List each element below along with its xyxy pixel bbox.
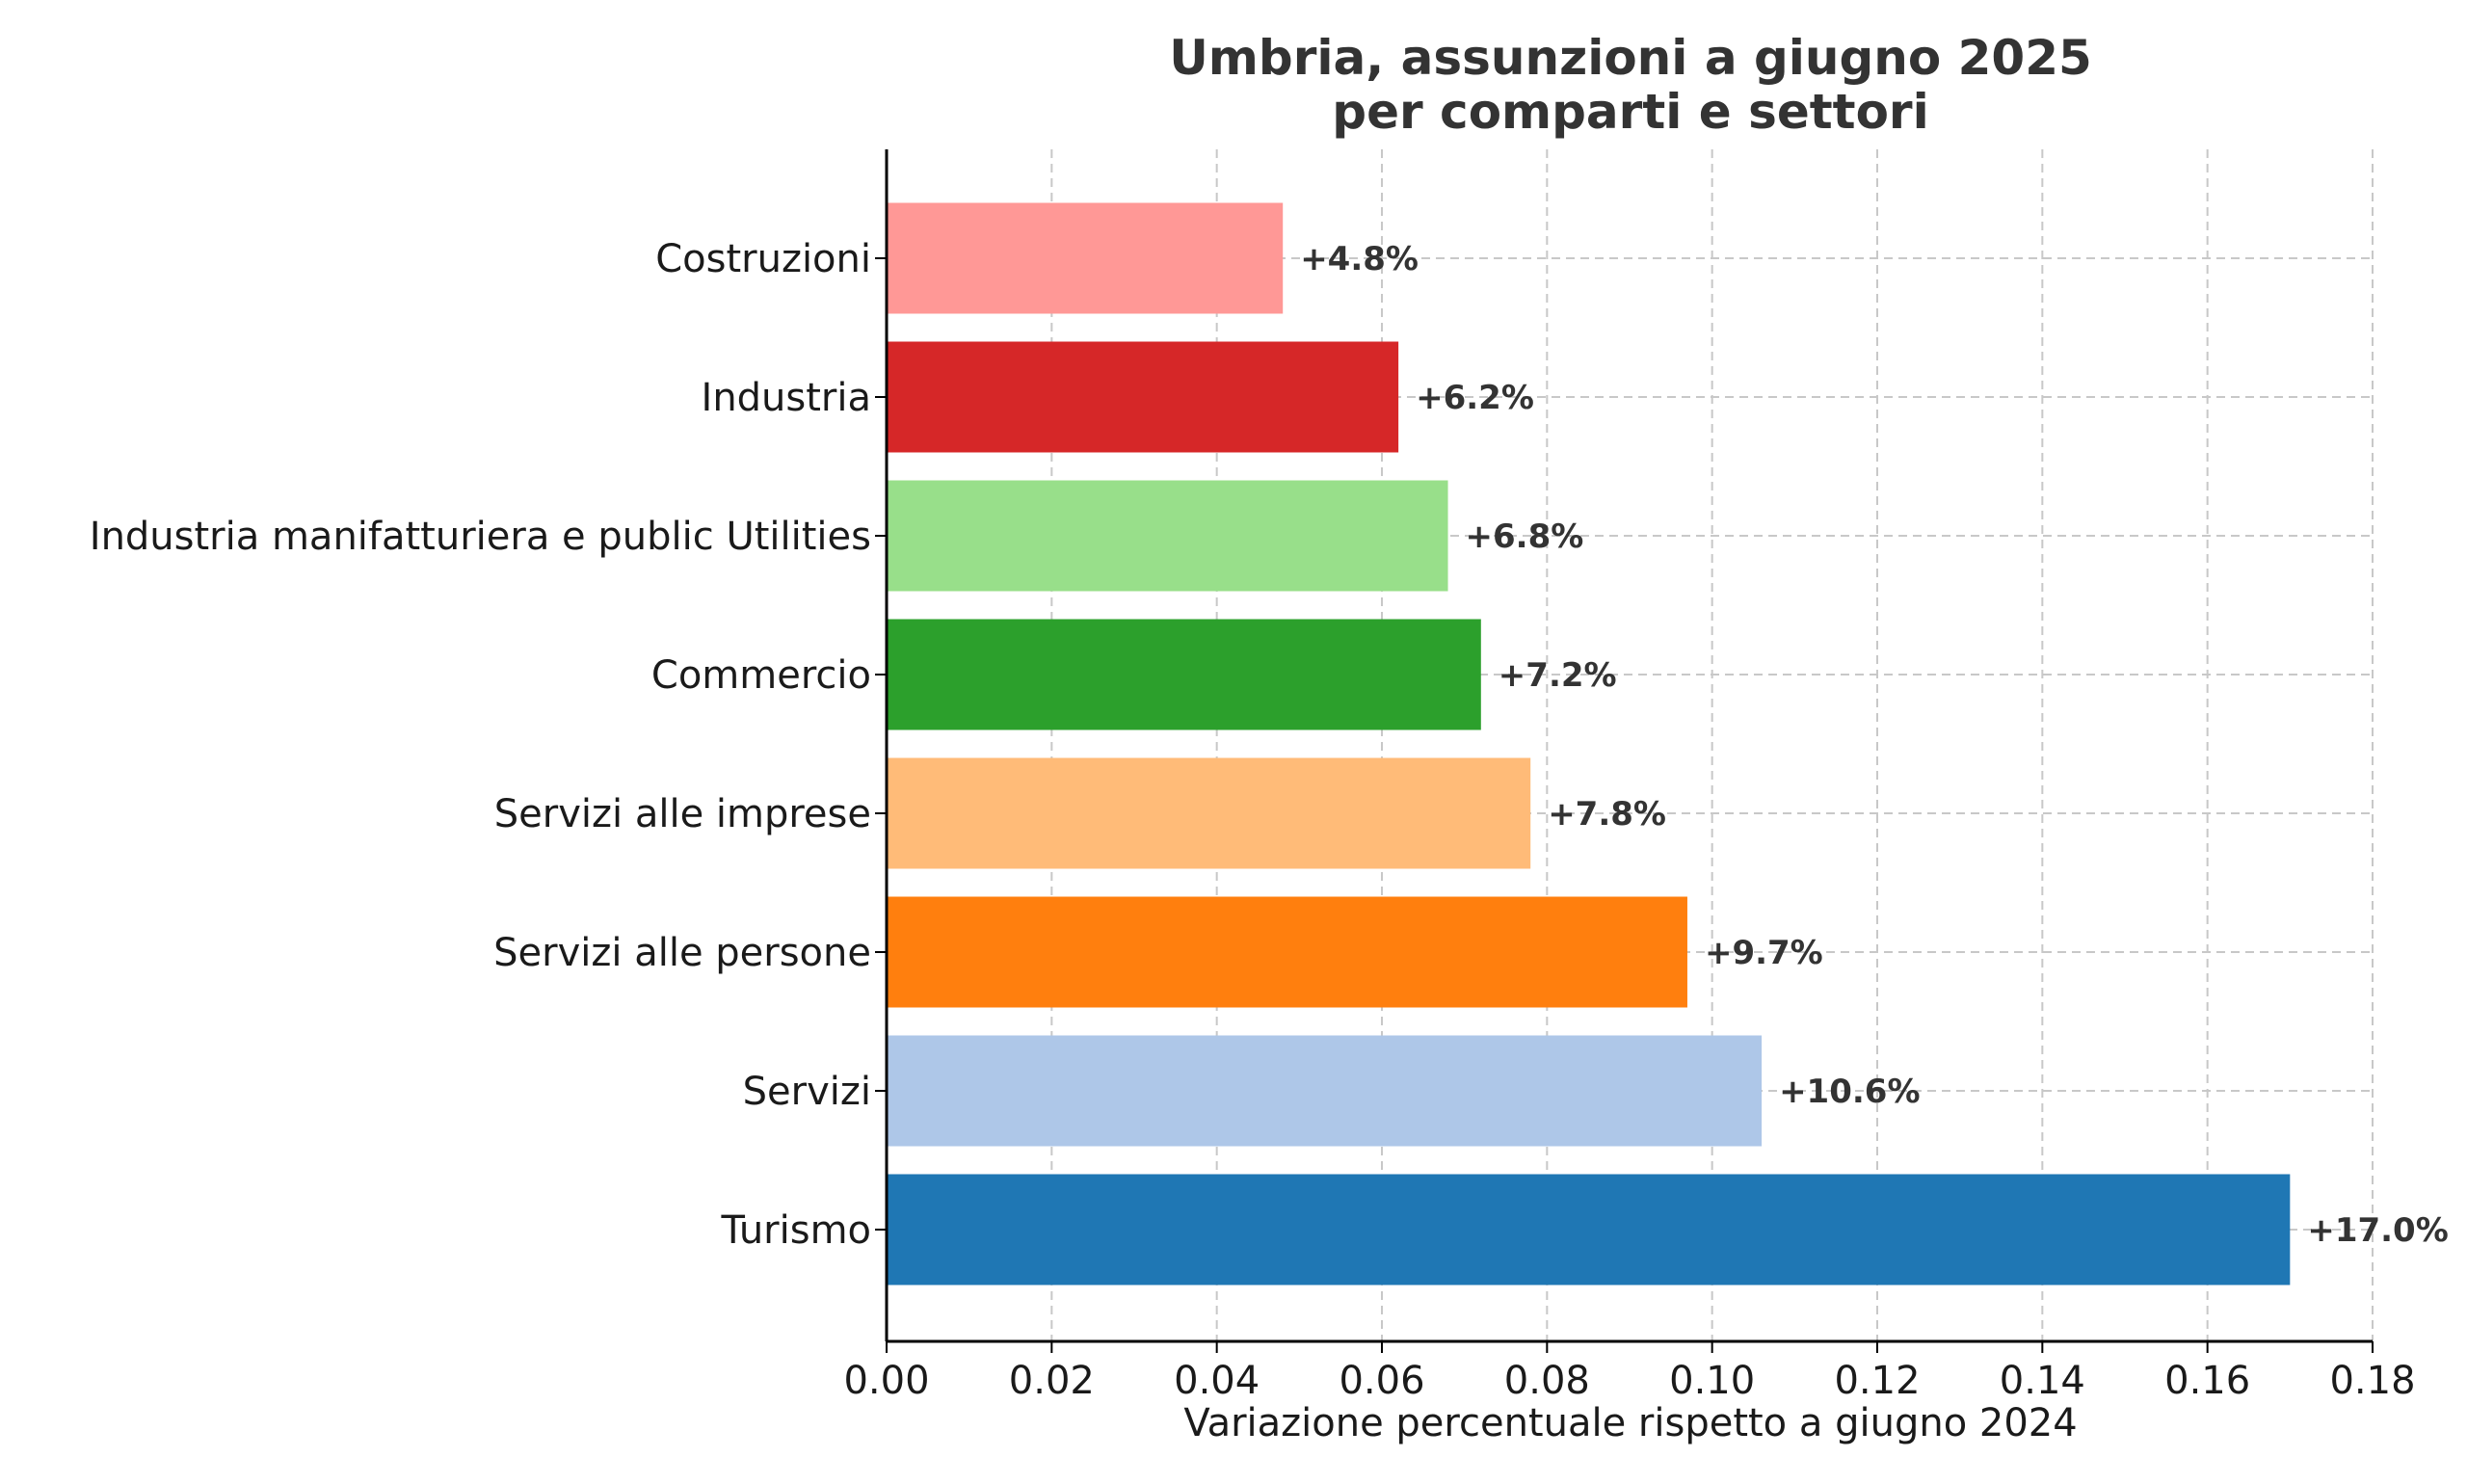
category-label: Turismo [720,1208,871,1253]
bar [887,1174,2291,1285]
data-label: +7.8% [1548,795,1666,834]
category-label: Commercio [651,653,871,698]
x-axis-label: Variazione percentuale rispetto a giugno… [1183,1401,2077,1445]
x-tick-label: 0.16 [2164,1359,2250,1403]
bar [887,619,1481,730]
grid-lines [887,149,2374,1341]
data-label: +4.8% [1300,240,1419,278]
bars [887,202,2291,1285]
labels: Costruzioni +4.8% Industria +6.2% Industria … [90,237,2449,1403]
x-tick-label: 0.04 [1174,1359,1260,1403]
x-tick-label: 0.06 [1339,1359,1424,1403]
data-label: +6.2% [1416,379,1534,417]
x-tick-label: 0.18 [2329,1359,2415,1403]
data-label: +7.2% [1499,656,1617,695]
chart-title-line-1: Umbria, assunzioni a giugno 2025 [1169,30,2092,86]
x-tick-label: 0.08 [1504,1359,1590,1403]
bar [887,896,1687,1008]
x-tick-label: 0.00 [843,1359,929,1403]
category-label: Servizi [743,1070,871,1114]
chart-title-line-2: per comparti e settori [1332,84,1928,140]
bar [887,1035,1763,1147]
x-tick-label: 0.14 [2000,1359,2085,1403]
category-label: Industria [702,376,871,420]
bar [887,480,1448,592]
x-tick-label: 0.12 [1834,1359,1920,1403]
bar [887,341,1399,453]
data-label: +6.8% [1466,517,1584,556]
category-label: Industria manifatturiera e public Utilit… [90,515,871,559]
x-tick-label: 0.02 [1009,1359,1095,1403]
category-label: Servizi alle imprese [494,792,871,836]
x-tick-label: 0.10 [1669,1359,1755,1403]
bar [887,202,1284,314]
data-label: +10.6% [1779,1073,1920,1111]
chart-title: Umbria, assunzioni a giugno 2025 per com… [1169,30,2092,140]
axes [875,149,2374,1353]
category-label: Costruzioni [655,237,871,281]
bar [887,757,1531,869]
data-label: +9.7% [1705,934,1823,972]
data-label: +17.0% [2307,1211,2448,1250]
category-label: Servizi alle persone [493,931,871,975]
